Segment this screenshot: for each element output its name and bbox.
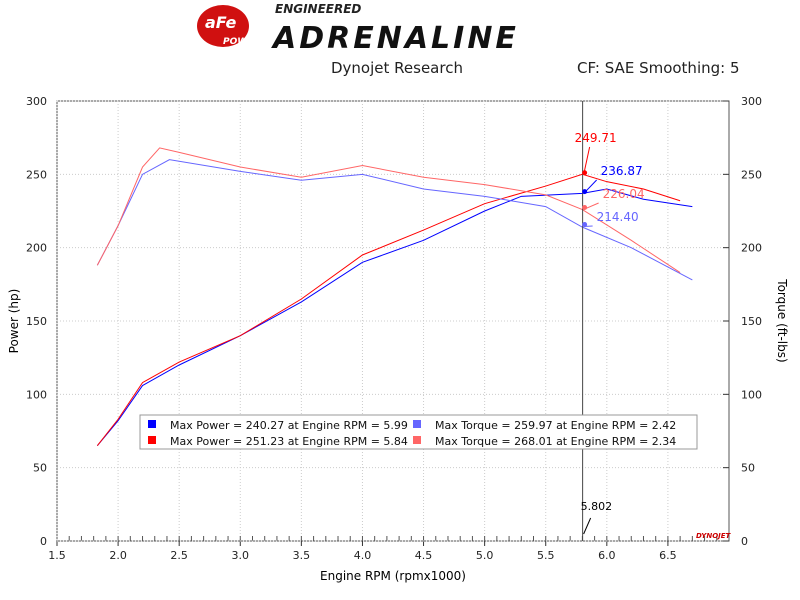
y2-tick-label: 150 [741, 315, 762, 328]
x-tick-label: 6.0 [598, 549, 616, 562]
y-tick-label: 50 [33, 462, 47, 475]
y-tick-label: 0 [40, 535, 47, 548]
legend-swatch [413, 420, 421, 428]
series-line-0 [96, 188, 693, 446]
afe-logo-badge [197, 5, 249, 47]
cursor-marker [582, 204, 588, 210]
x-tick-label: 3.0 [232, 549, 250, 562]
header-right: CF: SAE Smoothing: 5 [577, 59, 740, 77]
cursor-value-label: 249.71 [575, 131, 617, 145]
cursor-marker [582, 170, 588, 176]
cursor-value-arrow [583, 146, 591, 175]
series-line-2 [96, 159, 693, 281]
y-axis-label: Power (hp) [7, 289, 21, 354]
y-tick-label: 250 [26, 168, 47, 181]
logo-tag-big: ADRENALINE [271, 21, 519, 56]
y-tick-label: 200 [26, 242, 47, 255]
x-tick-label: 3.5 [293, 549, 311, 562]
logo-sub: POWER [223, 37, 260, 47]
logo-tag-small: ENGINEERED [275, 2, 361, 16]
series-line-1 [96, 173, 681, 446]
y2-tick-label: 250 [741, 168, 762, 181]
x-tick-label: 4.0 [354, 549, 372, 562]
cursor-value-label: 236.87 [601, 164, 643, 178]
y2-tick-label: 200 [741, 242, 762, 255]
y2-tick-label: 0 [741, 535, 748, 548]
y-tick-label: 150 [26, 315, 47, 328]
legend-entry: Max Power = 251.23 at Engine RPM = 5.84 [170, 435, 408, 448]
x-axis-label: Engine RPM (rpmx1000) [320, 569, 466, 583]
x-tick-label: 2.5 [170, 549, 188, 562]
cursor-value-label: 214.40 [597, 210, 639, 224]
legend-swatch [413, 436, 421, 444]
y-tick-label: 300 [26, 95, 47, 108]
cursor-value-arrow [583, 202, 599, 210]
plot-area [56, 100, 730, 542]
cursor-value-label: 226.04 [603, 187, 645, 201]
series-line-3 [96, 147, 681, 274]
afe-logo: aFe POWER ENGINEERED ADRENALINE [195, 0, 605, 61]
y-tick-label: 100 [26, 388, 47, 401]
y2-tick-label: 100 [741, 388, 762, 401]
legend-swatch [148, 436, 156, 444]
x-tick-label: 6.5 [659, 549, 677, 562]
cursor-x-label: 5.802 [581, 500, 613, 513]
y2-tick-label: 50 [741, 462, 755, 475]
logo-brand: aFe [205, 13, 236, 32]
legend-entry: Max Torque = 259.97 at Engine RPM = 2.42 [435, 419, 676, 432]
x-tick-label: 5.0 [476, 549, 494, 562]
legend-swatch [148, 420, 156, 428]
cursor-marker [582, 189, 588, 195]
x-tick-label: 2.0 [109, 549, 127, 562]
y2-tick-label: 300 [741, 95, 762, 108]
legend-entry: Max Power = 240.27 at Engine RPM = 5.99 [170, 419, 408, 432]
cursor-arrow [583, 517, 592, 535]
x-tick-label: 1.5 [48, 549, 66, 562]
dynojet-watermark: DYNOJET [696, 532, 732, 540]
header-left: Dynojet Research [331, 59, 463, 77]
cursor-marker [582, 222, 588, 228]
cursor-value-arrow [583, 179, 597, 194]
x-tick-label: 5.5 [537, 549, 555, 562]
y2-axis-label: Torque (ft-lbs) [775, 278, 789, 362]
legend-box [139, 414, 698, 450]
x-tick-label: 4.5 [415, 549, 433, 562]
legend-entry: Max Torque = 268.01 at Engine RPM = 2.34 [435, 435, 676, 448]
cursor-value-arrow [583, 225, 593, 228]
